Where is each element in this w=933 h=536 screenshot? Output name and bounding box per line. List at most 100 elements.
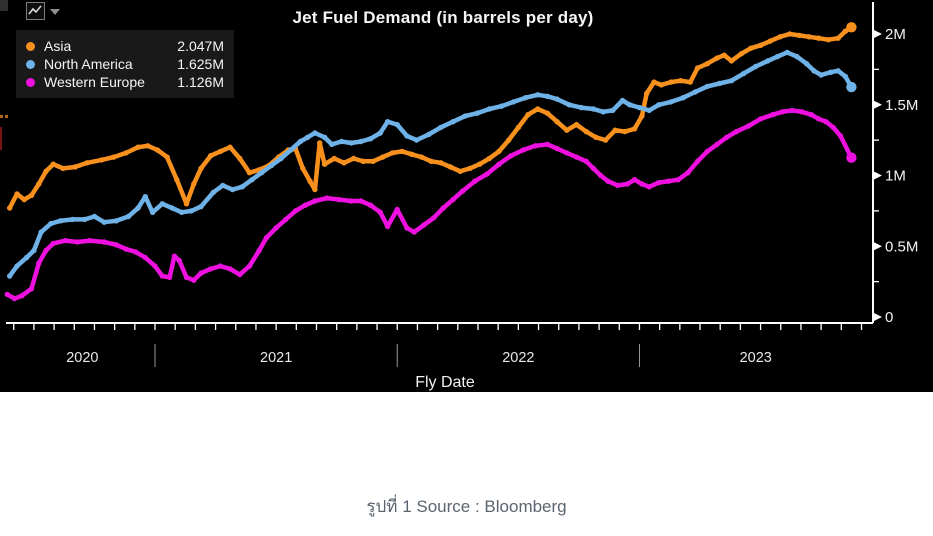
series-marker-asia xyxy=(14,191,20,197)
y-axis-tick-arrow xyxy=(873,312,882,322)
series-marker-asia xyxy=(816,35,822,41)
series-marker-asia xyxy=(154,147,161,153)
series-marker-north-america xyxy=(803,61,810,67)
series-marker-north-america xyxy=(278,155,284,162)
series-marker-asia xyxy=(721,52,727,58)
series-marker-north-america xyxy=(358,138,364,145)
series-marker-western-europe xyxy=(256,247,262,254)
series-last-point-western-europe xyxy=(846,152,857,163)
series-marker-asia xyxy=(217,148,224,155)
series-marker-western-europe xyxy=(724,134,730,140)
series-marker-western-europe xyxy=(694,158,701,164)
series-marker-north-america xyxy=(229,186,236,193)
series-marker-asia xyxy=(777,34,783,40)
series-marker-western-europe xyxy=(816,116,822,122)
series-marker-north-america xyxy=(486,106,492,112)
series-marker-asia xyxy=(321,161,328,167)
series-marker-western-europe xyxy=(685,170,691,176)
series-marker-north-america xyxy=(91,213,98,220)
chart-toolbar xyxy=(20,1,66,23)
y-axis-tick-arrow xyxy=(873,171,882,180)
series-marker-north-america xyxy=(367,136,374,142)
series-marker-asia xyxy=(506,137,512,143)
series-marker-western-europe xyxy=(273,225,279,231)
edge-artifact-red-fragment xyxy=(0,127,2,150)
series-marker-asia xyxy=(300,165,306,172)
series-marker-western-europe xyxy=(123,246,129,252)
series-marker-western-europe xyxy=(554,145,560,152)
series-marker-north-america xyxy=(600,109,606,115)
series-marker-north-america xyxy=(338,138,345,145)
series-marker-asia xyxy=(593,134,599,140)
series-marker-western-europe xyxy=(837,133,844,139)
series-marker-north-america xyxy=(811,68,817,74)
series-marker-asia xyxy=(687,79,693,85)
series-marker-north-america xyxy=(544,93,551,100)
legend-item-asia[interactable]: Asia 2.047M xyxy=(26,37,224,55)
series-marker-asia xyxy=(389,150,396,156)
series-marker-western-europe xyxy=(583,158,589,164)
series-marker-asia xyxy=(123,150,129,156)
series-marker-north-america xyxy=(426,131,432,138)
series-marker-asia xyxy=(767,38,773,44)
series-marker-western-europe xyxy=(421,222,427,228)
series-marker-western-europe xyxy=(573,154,580,160)
series-marker-western-europe xyxy=(508,153,514,159)
series-marker-western-europe xyxy=(598,172,604,179)
series-marker-north-america xyxy=(498,103,505,109)
series-marker-western-europe xyxy=(4,291,10,298)
series-marker-north-america xyxy=(7,273,13,279)
series-marker-western-europe xyxy=(74,239,81,245)
series-marker-western-europe xyxy=(472,178,478,184)
series-marker-asia xyxy=(796,32,802,39)
series-marker-western-europe xyxy=(631,177,638,183)
chart-type-button[interactable] xyxy=(26,2,45,20)
series-marker-western-europe xyxy=(36,260,42,266)
series-marker-western-europe xyxy=(799,109,805,115)
series-marker-western-europe xyxy=(770,112,776,118)
legend-item-western-europe[interactable]: Western Europe 1.126M xyxy=(26,73,224,91)
series-marker-western-europe xyxy=(283,216,289,223)
series-marker-north-america xyxy=(169,205,175,211)
series-marker-asia xyxy=(757,42,764,48)
series-marker-north-america xyxy=(668,99,674,105)
series-marker-north-america xyxy=(656,102,662,108)
series-marker-north-america xyxy=(113,218,120,224)
legend-value: 1.625M xyxy=(177,56,224,72)
y-axis-tick-label: 0 xyxy=(885,309,893,326)
chart-type-dropdown-caret-icon[interactable] xyxy=(50,9,60,15)
series-marker-north-america xyxy=(321,134,328,140)
series-marker-north-america xyxy=(384,119,391,125)
series-marker-north-america xyxy=(268,162,274,169)
x-axis-year-label: 2022 xyxy=(502,350,534,366)
series-marker-western-europe xyxy=(394,206,400,213)
series-marker-north-america xyxy=(125,213,132,220)
series-marker-asia xyxy=(564,127,570,133)
series-marker-western-europe xyxy=(227,266,233,272)
series-marker-asia xyxy=(370,158,376,164)
series-marker-western-europe xyxy=(404,225,410,231)
series-marker-asia xyxy=(36,181,42,187)
legend-item-north-america[interactable]: North America 1.625M xyxy=(26,55,224,73)
series-marker-western-europe xyxy=(564,150,570,156)
series-marker-western-europe xyxy=(484,171,490,177)
series-marker-north-america xyxy=(740,70,747,77)
line-chart-icon xyxy=(28,5,42,15)
series-marker-western-europe xyxy=(217,263,224,269)
series-marker-asia xyxy=(842,28,849,34)
series-marker-north-america xyxy=(753,63,759,70)
legend-value: 2.047M xyxy=(177,38,224,54)
x-axis-title: Fly Date xyxy=(415,374,475,391)
series-marker-western-europe xyxy=(183,274,190,281)
series-marker-north-america xyxy=(70,216,76,223)
series-marker-north-america xyxy=(818,72,824,78)
series-marker-asia xyxy=(50,161,56,167)
series-marker-north-america xyxy=(188,208,195,214)
y-axis-tick-arrow xyxy=(873,241,882,251)
series-marker-north-america xyxy=(348,140,354,146)
series-marker-western-europe xyxy=(43,247,49,254)
series-marker-asia xyxy=(183,201,190,207)
series-marker-north-america xyxy=(404,133,410,139)
series-marker-western-europe xyxy=(605,178,611,184)
